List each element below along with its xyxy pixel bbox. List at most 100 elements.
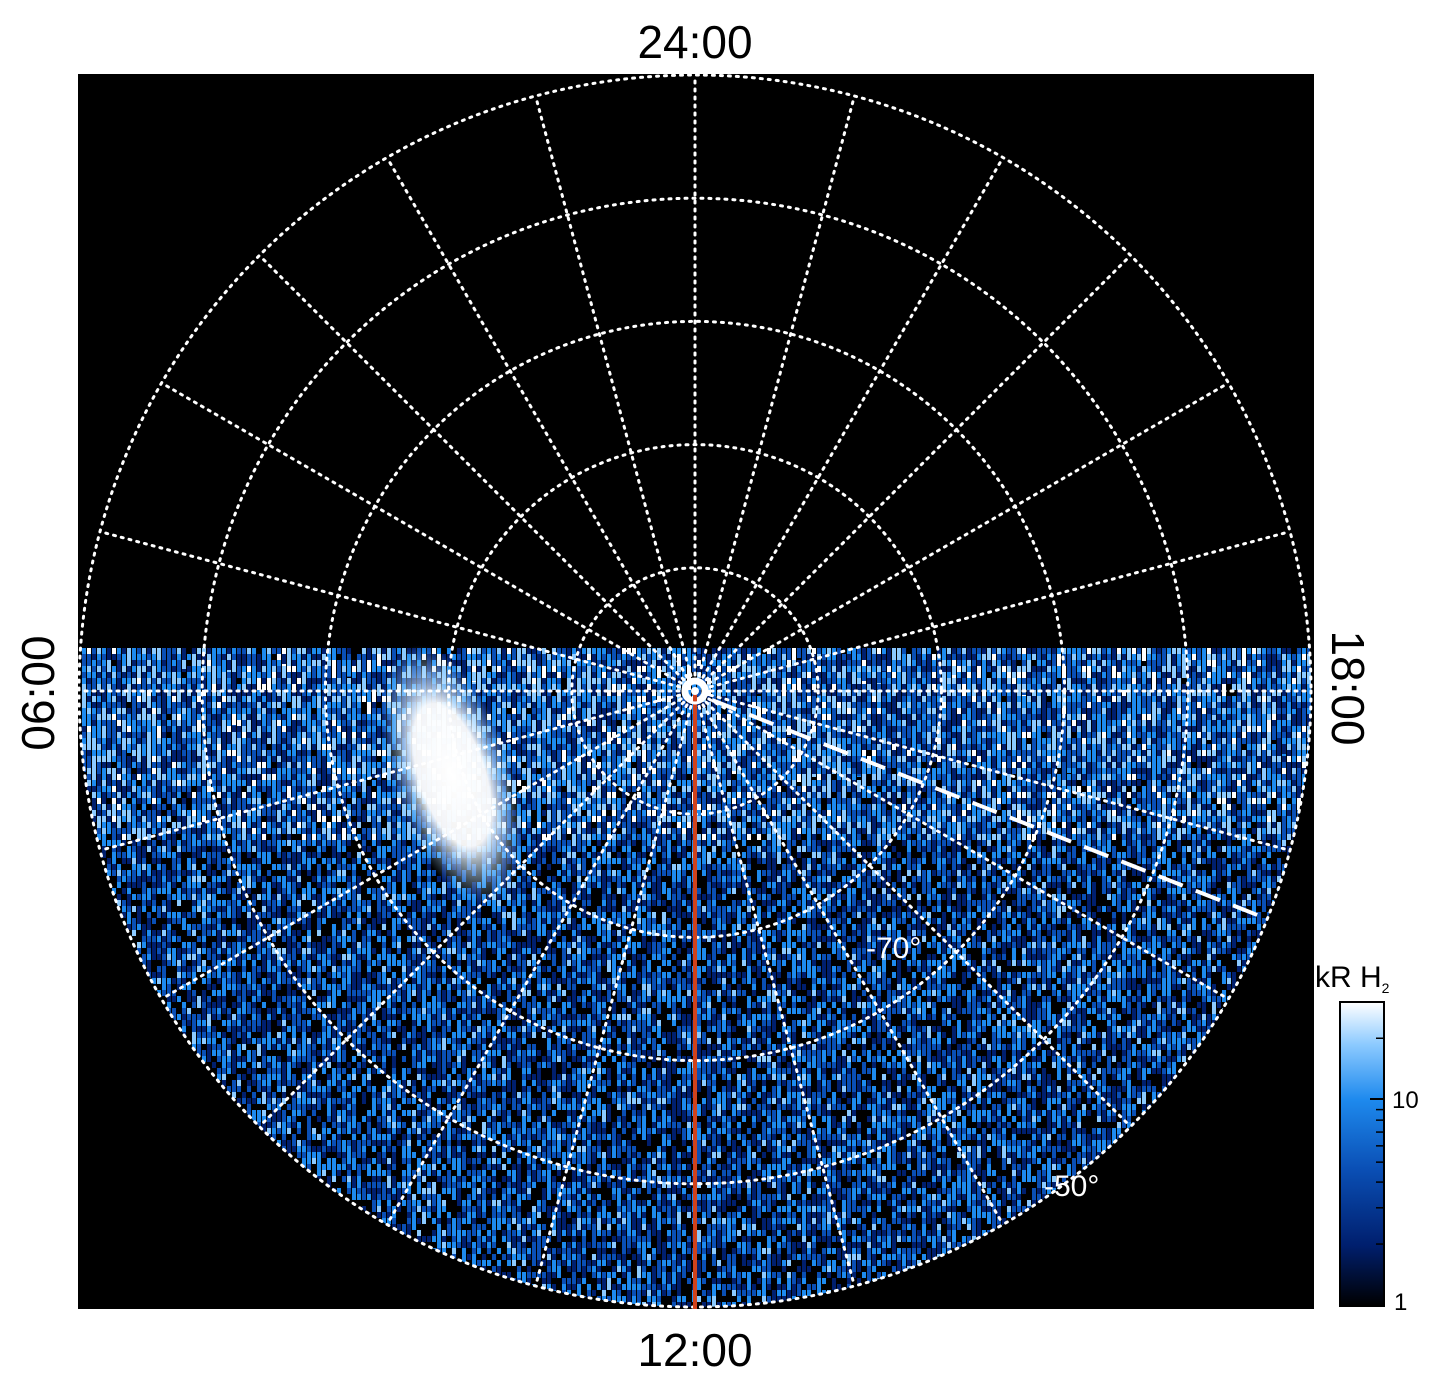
emission-pixel [477,672,481,693]
emission-pixel [637,684,641,692]
emission-pixel [142,774,146,780]
emission-pixel [277,762,281,768]
emission-pixel [1027,660,1031,669]
emission-pixel [1062,672,1066,683]
emission-pixel [1247,708,1251,715]
emission-pixel [107,768,111,774]
emission-pixel [1282,684,1286,711]
emission-pixel [1212,660,1216,667]
emission-pixel [1132,654,1136,665]
emission-pixel [172,768,176,774]
emission-pixel [242,702,246,708]
emission-pixel [972,768,976,774]
emission-pixel [352,768,356,774]
emission-pixel [542,762,546,768]
emission-pixel [262,678,266,688]
emission-pixel [1107,756,1111,763]
emission-pixel [777,660,781,668]
emission-pixel [672,678,676,687]
emission-pixel [272,774,276,780]
emission-pixel [362,690,366,698]
emission-pixel [1227,678,1231,684]
emission-pixel [682,762,686,768]
emission-pixel [87,690,91,698]
emission-pixel [832,690,836,698]
emission-pixel [1002,660,1006,671]
emission-pixel [1287,750,1291,756]
emission-pixel [772,648,776,656]
emission-pixel [232,714,236,725]
emission-pixel [1267,768,1271,774]
emission-pixel [1247,762,1251,768]
emission-pixel [577,762,581,768]
emission-pixel [977,720,981,726]
emission-pixel [812,768,816,774]
emission-pixel [612,762,616,768]
emission-pixel [582,762,586,768]
emission-pixel [187,678,191,684]
emission-pixel [1267,762,1271,768]
emission-pixel [132,732,136,738]
emission-pixel [212,738,216,745]
emission-pixel [1032,768,1036,774]
emission-pixel [612,696,616,707]
emission-pixel [757,666,761,689]
emission-pixel [622,696,626,709]
emission-pixel [227,654,231,688]
emission-pixel [1132,762,1136,768]
emission-pixel [897,762,901,768]
emission-pixel [527,648,531,656]
emission-pixel [587,768,591,774]
emission-pixel [907,660,911,668]
emission-pixel [327,660,331,671]
emission-pixel [567,774,571,780]
emission-pixel [1137,732,1141,738]
emission-pixel [302,666,306,673]
emission-pixel [747,654,751,662]
emission-pixel [137,774,141,780]
emission-pixel [952,768,956,774]
emission-pixel [332,660,336,679]
emission-pixel [272,762,276,768]
emission-pixel [142,684,146,692]
emission-pixel [377,672,381,684]
emission-pixel [502,654,506,660]
emission-pixel [1217,762,1221,768]
emission-pixel [862,708,866,715]
emission-pixel [907,672,911,683]
emission-pixel [1207,768,1211,774]
emission-pixel [337,690,341,700]
emission-pixel [567,768,571,774]
emission-pixel [132,654,136,660]
emission-pixel [762,762,766,768]
emission-pixel [1142,762,1146,768]
emission-pixel [582,774,586,780]
emission-pixel [937,654,941,665]
emission-pixel [1037,762,1041,768]
emission-pixel [892,762,896,768]
emission-pixel [1197,762,1201,768]
emission-pixel [1147,654,1151,663]
emission-pixel [1277,762,1281,768]
emission-pixel [777,762,781,768]
emission-pixel [547,660,551,669]
emission-pixel [1192,762,1196,768]
emission-pixel [1267,666,1271,674]
emission-pixel [512,660,516,670]
emission-pixel [937,762,941,768]
emission-pixel [547,768,551,774]
emission-pixel [782,666,786,675]
emission-pixel [1087,762,1091,768]
emission-pixel [217,768,221,774]
emission-pixel [922,696,926,704]
emission-pixel [1237,720,1241,726]
emission-pixel [847,690,851,701]
emission-pixel [807,684,811,692]
emission-pixel [172,720,176,726]
emission-pixel [182,774,186,780]
emission-pixel [667,768,671,774]
emission-pixel [867,768,871,774]
emission-pixel [197,660,201,669]
emission-pixel [232,762,236,768]
emission-pixel [607,690,611,699]
